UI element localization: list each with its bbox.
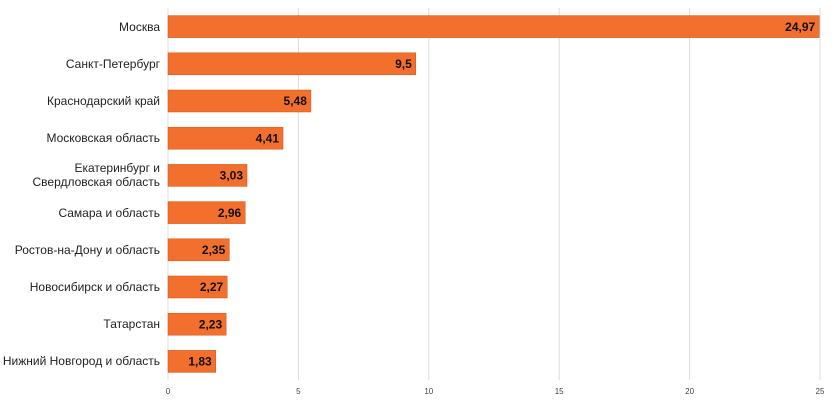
data-label: 3,03 — [220, 169, 244, 183]
bar — [167, 275, 228, 299]
data-label: 2,23 — [199, 317, 223, 331]
x-tick-label: 10 — [424, 387, 433, 396]
data-label: 2,96 — [218, 206, 242, 220]
y-tick-label: Москва — [119, 19, 160, 34]
data-label: 5,48 — [284, 94, 308, 108]
bar — [167, 126, 284, 150]
bar — [167, 350, 216, 373]
bar — [167, 312, 227, 336]
bar — [167, 201, 246, 224]
y-tick-label: Московская область — [46, 131, 160, 146]
x-tick-label: 20 — [685, 387, 694, 396]
x-tick-label: 0 — [166, 387, 171, 396]
x-tick-label: 5 — [296, 387, 301, 396]
x-tick-label: 15 — [555, 387, 564, 396]
y-tick-label: Екатеринбург и Свердловская область — [32, 161, 160, 190]
y-tick-label: Татарстан — [103, 317, 160, 332]
bar — [167, 164, 248, 187]
bar — [167, 238, 230, 262]
bar — [167, 52, 417, 76]
data-label: 1,83 — [188, 355, 212, 369]
bar — [167, 89, 312, 113]
data-label: 2,35 — [202, 243, 226, 257]
x-tick-label: 25 — [816, 387, 825, 396]
y-tick-label: Санкт-Петербург — [65, 56, 160, 71]
data-label: 9,5 — [395, 57, 412, 71]
data-label: 24,97 — [785, 20, 815, 34]
bar — [167, 15, 820, 38]
data-label: 4,41 — [256, 131, 280, 145]
y-tick-label: Краснодарский край — [46, 94, 160, 108]
y-tick-label: Ростов-на-Дону и область — [14, 242, 160, 257]
y-tick-label: Новосибирск и область — [29, 280, 160, 294]
data-label: 2,27 — [200, 280, 224, 294]
y-tick-label: Нижний Новгород и область — [2, 354, 160, 369]
y-tick-label: Самара и область — [58, 205, 160, 220]
